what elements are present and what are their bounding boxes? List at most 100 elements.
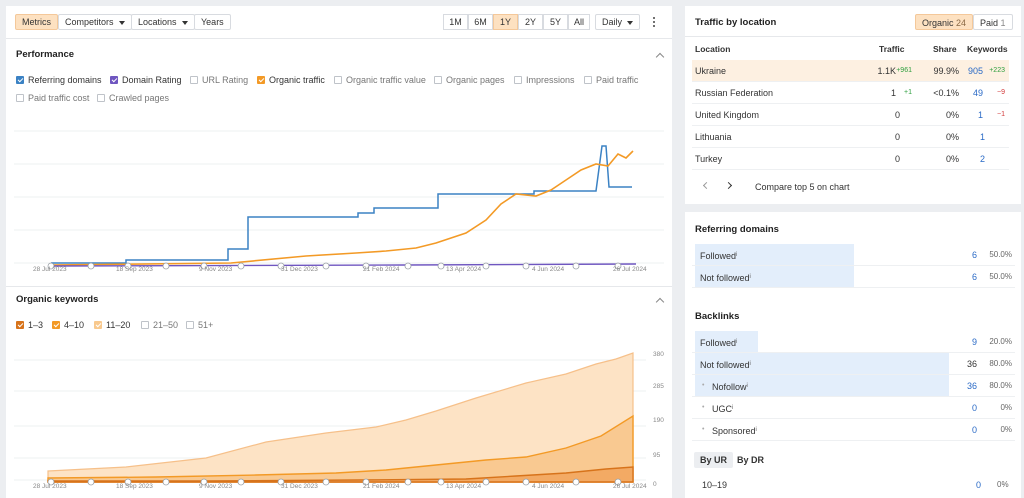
checkbox-organic-traffic-value[interactable]: Organic traffic value: [334, 75, 426, 85]
breakdown-row[interactable]: • UGCi 0 0%: [692, 397, 1015, 419]
annotation-marker: [237, 478, 245, 486]
competitors-dropdown[interactable]: Competitors: [58, 14, 132, 30]
checkbox-organic-pages[interactable]: Organic pages: [434, 75, 505, 85]
breakdown-row[interactable]: • Nofollowi 36 80.0%: [692, 375, 1015, 397]
info-icon[interactable]: i: [736, 252, 738, 258]
chevron-down-icon: [627, 20, 634, 25]
metrics-button[interactable]: Metrics: [15, 14, 58, 30]
checkbox-21-50[interactable]: 21–50: [141, 320, 178, 330]
breakdown-value[interactable]: 0: [971, 403, 977, 413]
annotation-marker: [572, 262, 580, 270]
breakdown-row[interactable]: Followedi 6 50.0%: [692, 244, 1015, 266]
kw-y-tick-label: 285: [653, 383, 664, 390]
location-keywords[interactable]: 1: [977, 110, 983, 120]
col-traffic: Traffic: [879, 44, 905, 54]
breakdown-value[interactable]: 36: [966, 381, 977, 391]
locations-label: Locations: [138, 17, 177, 27]
breakdown-value[interactable]: 6: [971, 272, 977, 282]
prev-page-icon[interactable]: [702, 181, 711, 190]
tab-by-dr[interactable]: By DR: [737, 455, 765, 465]
range-1m-button[interactable]: 1M: [443, 14, 468, 30]
checkbox-domain-rating[interactable]: Domain Rating: [110, 75, 182, 85]
location-row[interactable]: Ukraine 1.1K +961 99.9% 905 +223: [692, 60, 1009, 82]
location-keywords[interactable]: 49: [972, 88, 983, 98]
breakdown-label: Not followedi: [700, 266, 751, 289]
tab-organic[interactable]: Organic 24: [915, 14, 974, 30]
breakdown-pct: 50.0%: [989, 272, 1012, 281]
breakdown-value[interactable]: 36: [966, 359, 977, 369]
range-1y-button[interactable]: 1Y: [493, 14, 518, 30]
location-keywords[interactable]: 905: [967, 66, 983, 76]
breakdown-label: Not followedi: [700, 353, 751, 376]
info-icon[interactable]: i: [746, 383, 748, 389]
more-options-icon[interactable]: [653, 17, 656, 29]
breakdown-row[interactable]: Not followedi 36 80.0%: [692, 353, 1015, 375]
checkbox-11-20[interactable]: 11–20: [94, 320, 130, 330]
breakdown-value[interactable]: 0: [971, 425, 977, 435]
organic-keywords-title: Organic keywords: [16, 294, 99, 305]
checkbox-label: 4–10: [64, 320, 85, 330]
checkbox-4-10[interactable]: 4–10: [52, 320, 84, 330]
location-share: <0.1%: [933, 88, 959, 98]
info-icon[interactable]: i: [732, 405, 734, 411]
annotation-marker: [87, 478, 95, 486]
ur-row-value[interactable]: 0: [976, 480, 982, 490]
info-icon[interactable]: i: [749, 274, 751, 280]
area-11-20: [47, 352, 634, 483]
perf-x-tick-label: 21 Feb 2024: [363, 266, 400, 273]
perf-x-tick-label: 13 Apr 2024: [446, 266, 482, 273]
breakdown-row[interactable]: • Sponsoredi 0 0%: [692, 419, 1015, 441]
annotation-marker: [362, 262, 370, 270]
checkbox-1-3[interactable]: 1–3: [16, 320, 43, 330]
location-keywords[interactable]: 2: [979, 154, 985, 164]
breakdown-label: Followedi: [700, 331, 737, 354]
checkbox-referring-domains[interactable]: Referring domains: [16, 75, 102, 85]
annotation-marker: [47, 478, 55, 486]
location-share: 99.9%: [933, 66, 959, 76]
breakdown-label: Nofollowi: [712, 375, 748, 398]
tab-paid[interactable]: Paid 1: [973, 14, 1013, 30]
info-icon[interactable]: i: [755, 427, 757, 433]
location-row[interactable]: Russian Federation 1 +1 <0.1% 49 −9: [692, 82, 1009, 104]
checkbox-label: 21–50: [153, 320, 179, 330]
checkbox-box: [16, 321, 24, 329]
competitors-label: Competitors: [65, 17, 114, 27]
breakdown-value[interactable]: 6: [971, 250, 977, 260]
breakdown-row[interactable]: Not followedi 6 50.0%: [692, 266, 1015, 288]
location-row[interactable]: United Kingdom 0 0% 1 −1: [692, 104, 1009, 126]
location-row[interactable]: Turkey 0 0% 2: [692, 148, 1009, 170]
checkbox-paid-traffic-cost[interactable]: Paid traffic cost: [16, 93, 89, 103]
breakdown-pct: 0%: [1000, 425, 1012, 434]
breakdown-value[interactable]: 9: [971, 337, 977, 347]
share-bar: [695, 375, 949, 396]
checkbox-impressions[interactable]: Impressions: [514, 75, 575, 85]
locations-dropdown[interactable]: Locations: [131, 14, 195, 30]
compare-top5-link[interactable]: Compare top 5 on chart: [755, 182, 850, 192]
checkbox-label: Crawled pages: [109, 93, 170, 103]
info-icon[interactable]: i: [736, 339, 738, 345]
annotation-marker: [522, 262, 530, 270]
checkbox-paid-traffic[interactable]: Paid traffic: [584, 75, 638, 85]
range-5y-button[interactable]: 5Y: [543, 14, 568, 30]
years-button[interactable]: Years: [194, 14, 231, 30]
tab-by-ur[interactable]: By UR: [694, 452, 734, 468]
next-page-icon[interactable]: [724, 181, 733, 190]
checkbox-51-[interactable]: 51+: [186, 320, 213, 330]
collapse-performance-icon[interactable]: [655, 52, 665, 62]
info-icon[interactable]: i: [749, 361, 751, 367]
location-row[interactable]: Lithuania 0 0% 1: [692, 126, 1009, 148]
ur-row: 10–19 0 0%: [692, 474, 1015, 496]
checkbox-crawled-pages[interactable]: Crawled pages: [97, 93, 169, 103]
location-traffic: 1: [890, 88, 896, 98]
range-6m-button[interactable]: 6M: [468, 14, 493, 30]
annotation-marker: [522, 478, 530, 486]
collapse-keywords-icon[interactable]: [655, 297, 665, 307]
range-2y-button[interactable]: 2Y: [518, 14, 543, 30]
checkbox-organic-traffic[interactable]: Organic traffic: [257, 75, 325, 85]
range-all-button[interactable]: All: [568, 14, 590, 30]
interval-dropdown[interactable]: Daily: [595, 14, 641, 30]
checkbox-url-rating[interactable]: URL Rating: [190, 75, 248, 85]
breakdown-row[interactable]: Followedi 9 20.0%: [692, 331, 1015, 353]
location-keywords[interactable]: 1: [979, 132, 985, 142]
performance-chart: [14, 130, 664, 270]
